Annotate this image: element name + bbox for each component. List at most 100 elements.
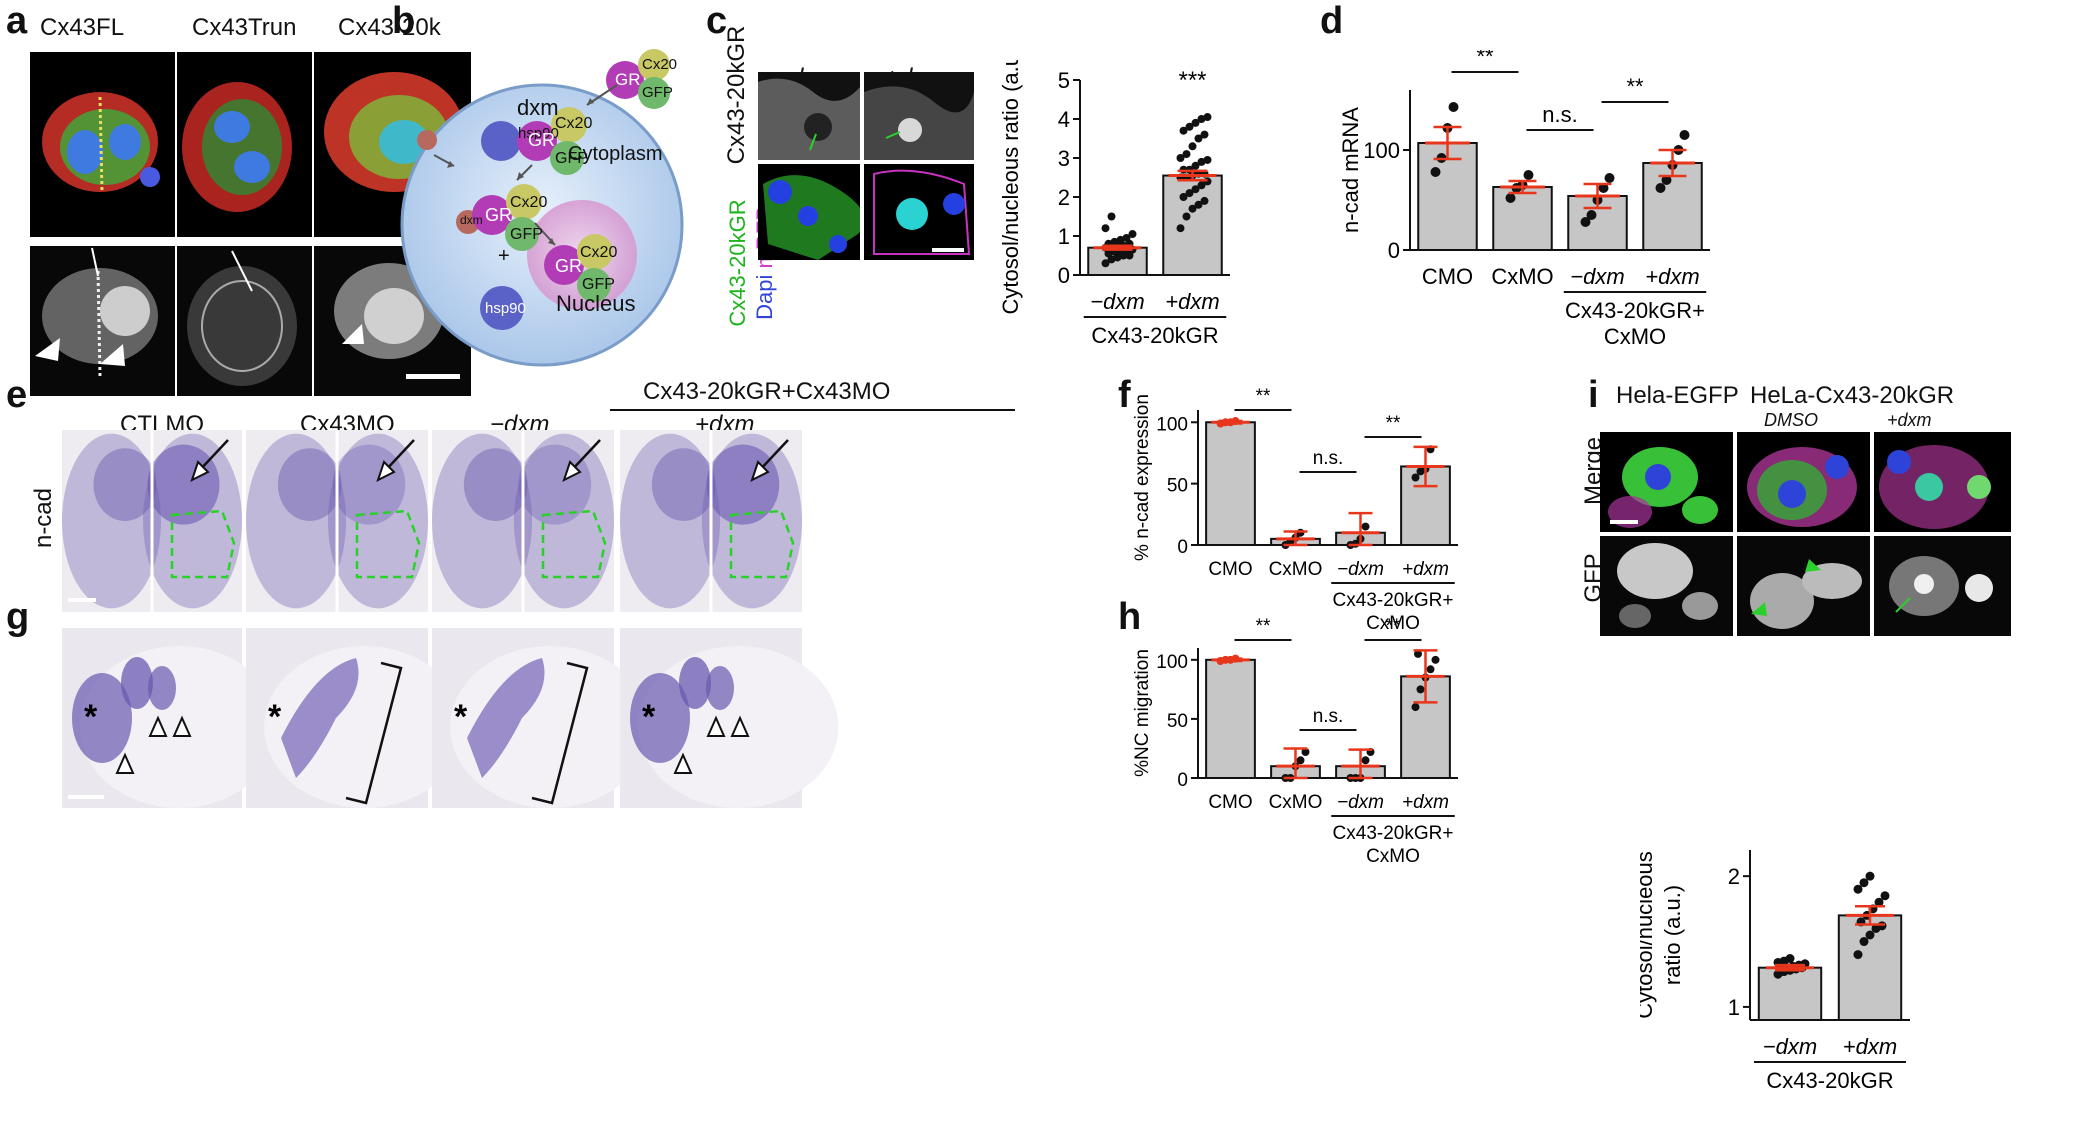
y-tick-label: 100 — [1156, 414, 1188, 435]
col-label-dmso: DMSO — [1764, 410, 1818, 430]
label-gfp-nuc: GFP — [582, 276, 615, 293]
micrograph-i-egfp-merge — [1600, 432, 1733, 532]
data-point — [1785, 954, 1795, 964]
arrow-e-head — [190, 460, 210, 482]
micrograph-i-dmso-gfp — [1737, 536, 1870, 636]
micrograph-c-gray-plus — [864, 72, 974, 160]
arrow-e-head — [376, 460, 396, 482]
embryo-e-stain — [245, 433, 347, 609]
data-point — [1505, 193, 1516, 203]
embryo-g-stain — [467, 658, 545, 778]
sig-label: ** — [1256, 616, 1271, 637]
label-gr-mid: GR — [485, 205, 512, 225]
y-axis-label: % n-cad expression — [1132, 394, 1153, 561]
data-point — [1411, 703, 1420, 712]
label-hsp90-top: hsp90 — [518, 125, 559, 142]
data-point — [1431, 655, 1440, 664]
bar-0 — [1757, 966, 1823, 1021]
data-point — [1197, 115, 1206, 123]
sig-label: ** — [1256, 386, 1271, 407]
y-tick-label: 0 — [1177, 770, 1188, 791]
y-tick-label: 0 — [1388, 238, 1400, 263]
micrograph-c-merge-minus — [758, 164, 860, 260]
y-tick-label: 50 — [1167, 711, 1188, 732]
data-point — [1586, 210, 1597, 220]
data-point — [1176, 224, 1185, 233]
embryo-e-stain — [277, 448, 342, 521]
category-label: −dxm — [1337, 559, 1384, 580]
scale-bar-c — [922, 333, 957, 337]
label-cx20-mid: Cx20 — [510, 194, 548, 211]
chart-f: 0 50 100% n-cad expression CMO CxMO −dxm +dxm C… — [1132, 386, 1458, 634]
embryo-e-stain — [93, 448, 157, 521]
data-point — [1107, 212, 1116, 221]
category-label: CMO — [1208, 559, 1252, 580]
y-tick-label: 0 — [1177, 537, 1188, 558]
gfp-blob — [550, 141, 584, 175]
col-label-cx43-20k: Cx43-20k — [338, 14, 441, 41]
y-axis-label: n-cad mRNA — [1338, 107, 1363, 233]
arrow-e-head — [750, 460, 770, 482]
asterisk-g: * — [84, 698, 98, 736]
label-cytoplasm: Cytoplasm — [568, 143, 663, 165]
embryo-e-stain — [147, 444, 220, 525]
data-point — [1191, 161, 1200, 170]
dashed-region — [541, 509, 607, 579]
data-point — [1448, 102, 1459, 112]
data-point — [1203, 113, 1212, 122]
data-point — [1874, 897, 1884, 907]
cx20-blob — [551, 107, 587, 143]
embryo-e-stain — [463, 448, 528, 521]
label-nucleus: Nucleus — [556, 291, 636, 316]
data-point — [1203, 155, 1212, 164]
hsp90-blob — [481, 121, 521, 161]
embryo-e-stain — [62, 433, 161, 609]
data-point — [1185, 189, 1194, 198]
group-label: Cx43-20kGR — [1091, 323, 1218, 348]
y-axis-label: Cytosol/nucleous ratio (a.u.) — [998, 60, 1023, 314]
group-label: Cx43-20kGR+ — [1333, 823, 1454, 844]
label-plus: + — [498, 245, 510, 267]
data-point — [1188, 142, 1197, 151]
embryo-e-stain — [651, 448, 716, 521]
embryo-g-stain — [679, 657, 711, 709]
embryo-g-stain — [630, 673, 690, 763]
data-point — [1182, 150, 1191, 159]
embryo-g-stain — [121, 657, 153, 709]
data-point — [1179, 126, 1188, 135]
micrograph-i-dxm-gfp — [1874, 536, 2011, 636]
embryo-g-stain — [72, 673, 132, 763]
panel-label-c: c — [706, 0, 728, 42]
micrograph-a-cx43trun-merge — [177, 52, 312, 237]
scale-bar-e — [68, 598, 96, 602]
label-dxm: dxm — [517, 95, 559, 120]
data-point — [1859, 878, 1869, 888]
data-point — [1122, 233, 1131, 242]
bar-0 — [1205, 658, 1256, 779]
data-point — [1110, 237, 1119, 246]
col-label-hela-egfp: Hela-EGFP — [1616, 382, 1739, 409]
category-label: +dxm — [1645, 264, 1699, 289]
scale-bar-g — [68, 795, 104, 799]
arrowhead-g — [148, 715, 168, 737]
asterisk-g: * — [454, 698, 468, 736]
col-label-hela-cx43: HeLa-Cx43-20kGR — [1750, 382, 1955, 409]
category-label: +dxm — [1843, 1034, 1897, 1059]
chart-c: 0 1 2 3 4 5 Cytosol/nucleous ratio (a.u.) −dxm +… — [998, 60, 1230, 348]
micrograph-a-cx43trun-gray — [177, 246, 312, 396]
label-cx20-nuc: Cx20 — [580, 244, 618, 261]
data-point — [1188, 204, 1197, 213]
bar-0 — [1417, 142, 1478, 251]
data-point — [1853, 950, 1863, 960]
arrowhead-g — [730, 715, 750, 737]
category-label: CxMO — [1269, 792, 1323, 813]
data-point — [1416, 685, 1425, 694]
sig-label: ** — [1476, 50, 1494, 69]
sig-label: *** — [1856, 840, 1884, 846]
data-point — [1661, 175, 1672, 185]
arrowhead-g — [673, 752, 693, 774]
data-point — [1194, 200, 1203, 209]
sig-label: ** — [1386, 413, 1401, 434]
category-label: −dxm — [1337, 792, 1384, 813]
y-tick-label: 100 — [1363, 138, 1400, 163]
